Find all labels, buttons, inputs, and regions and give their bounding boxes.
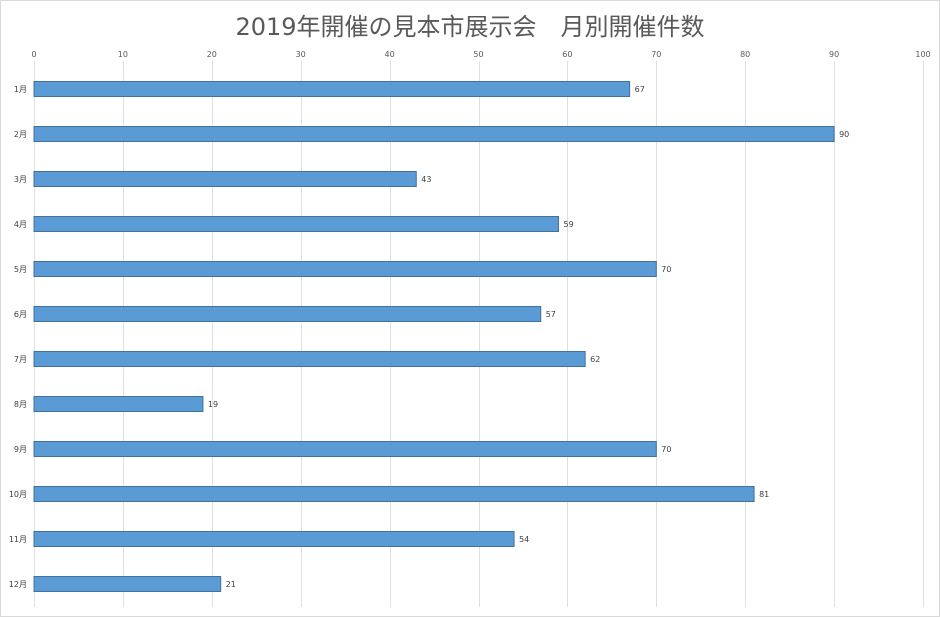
bar bbox=[33, 396, 204, 412]
data-label: 54 bbox=[519, 535, 529, 544]
bar bbox=[33, 306, 542, 322]
x-axis-tick-labels: 0 10 20 30 40 50 60 70 80 90 100 bbox=[31, 50, 930, 59]
gridlines bbox=[34, 61, 924, 607]
x-tick-label: 100 bbox=[915, 50, 930, 59]
bar bbox=[33, 576, 222, 592]
data-label: 59 bbox=[564, 220, 574, 229]
x-tick-label: 90 bbox=[829, 50, 839, 59]
chart-title: 2019年開催の見本市展示会 月別開催件数 bbox=[235, 13, 705, 41]
bar bbox=[33, 486, 755, 502]
bar bbox=[33, 126, 835, 142]
x-tick-label: 50 bbox=[473, 50, 483, 59]
data-label: 67 bbox=[635, 85, 645, 94]
bar bbox=[33, 216, 560, 232]
x-tick-label: 20 bbox=[207, 50, 217, 59]
category-label: 6月 bbox=[14, 310, 27, 319]
category-labels: 1月 2月 3月 4月 5月 6月 7月 8月 9月 10月 11月 12月 bbox=[9, 85, 27, 589]
category-label: 1月 bbox=[14, 85, 27, 94]
bar bbox=[33, 171, 417, 187]
category-label: 3月 bbox=[14, 175, 27, 184]
x-tick-label: 40 bbox=[385, 50, 395, 59]
data-label: 43 bbox=[421, 175, 431, 184]
category-label: 10月 bbox=[9, 490, 27, 499]
data-label: 70 bbox=[661, 265, 671, 274]
bar bbox=[33, 351, 586, 367]
category-label: 11月 bbox=[9, 535, 27, 544]
x-tick-label: 0 bbox=[31, 50, 36, 59]
category-label: 2月 bbox=[14, 130, 27, 139]
x-tick-label: 60 bbox=[562, 50, 572, 59]
data-label: 57 bbox=[546, 310, 556, 319]
category-label: 4月 bbox=[14, 220, 27, 229]
category-label: 8月 bbox=[14, 400, 27, 409]
bar bbox=[33, 441, 657, 457]
bar bbox=[33, 81, 631, 97]
data-labels: 67 90 43 59 70 57 62 19 70 81 54 21 bbox=[208, 85, 849, 589]
data-label: 90 bbox=[839, 130, 849, 139]
data-label: 62 bbox=[590, 355, 600, 364]
category-label: 9月 bbox=[14, 445, 27, 454]
x-tick-label: 80 bbox=[740, 50, 750, 59]
x-tick-label: 70 bbox=[651, 50, 661, 59]
data-label: 81 bbox=[759, 490, 769, 499]
x-tick-label: 30 bbox=[296, 50, 306, 59]
category-label: 7月 bbox=[14, 355, 27, 364]
data-label: 19 bbox=[208, 400, 218, 409]
category-label: 12月 bbox=[9, 580, 27, 589]
bars bbox=[33, 81, 835, 592]
x-tick-label: 10 bbox=[118, 50, 128, 59]
bar bbox=[33, 531, 515, 547]
bar bbox=[33, 261, 657, 277]
data-label: 70 bbox=[661, 445, 671, 454]
data-label: 21 bbox=[226, 580, 236, 589]
category-label: 5月 bbox=[14, 265, 27, 274]
